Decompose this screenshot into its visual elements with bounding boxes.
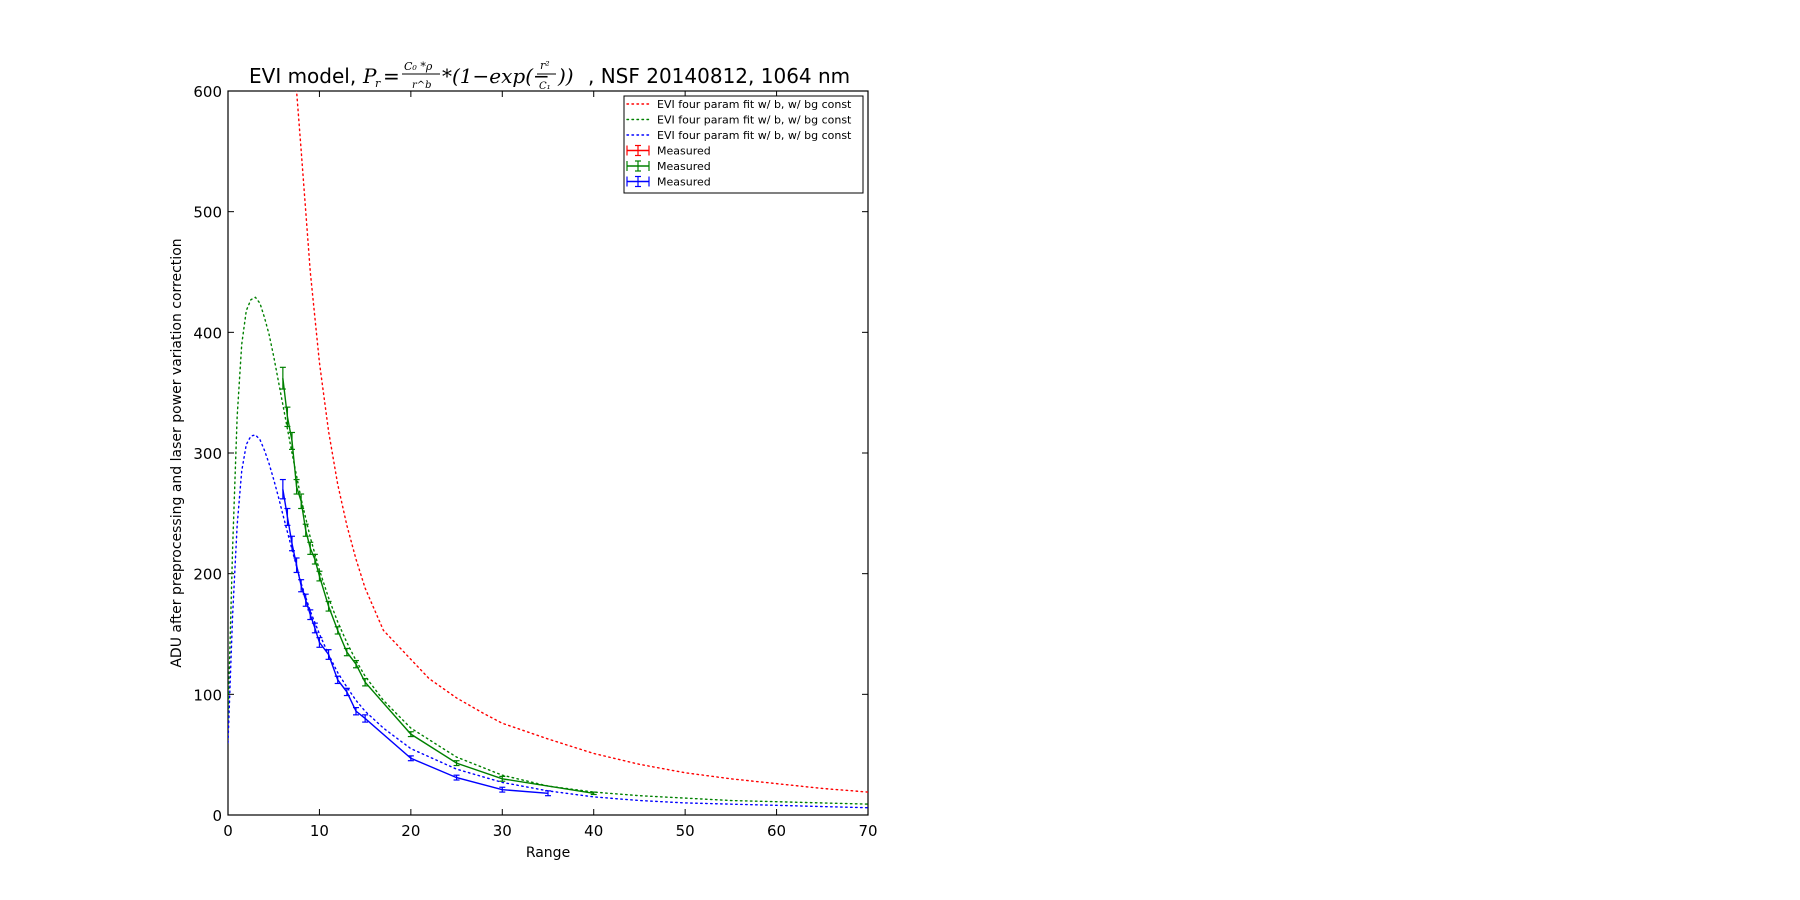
measured-line-series-2 — [282, 489, 549, 794]
measured-line-series-1 — [282, 378, 594, 794]
errorbar-point — [343, 647, 350, 657]
x-tick-label: 30 — [493, 822, 512, 840]
errorbar-point — [298, 579, 305, 593]
errorbar-point — [590, 791, 597, 796]
errorbar-point — [343, 687, 350, 697]
errorbar-point — [311, 553, 318, 565]
title-suffix: , NSF 20140812, 1064 nm — [588, 64, 850, 88]
title-prefix: EVI model, — [249, 64, 356, 88]
x-tick-label: 70 — [858, 822, 877, 840]
legend-label: Measured — [657, 160, 711, 173]
y-tick-label: 400 — [193, 324, 222, 342]
legend-item: EVI four param fit w/ b, w/ bg const — [626, 98, 852, 111]
legend: EVI four param fit w/ b, w/ bg const EVI … — [623, 95, 864, 194]
errorbar-point — [316, 570, 323, 582]
x-axis: 0 10 20 30 40 50 60 70 — [223, 91, 878, 840]
errorbar-point — [334, 675, 341, 685]
x-axis-label: Range — [526, 845, 570, 861]
x-tick-label: 60 — [767, 822, 786, 840]
errorbar-point — [289, 431, 295, 450]
y-axis-label: ADU after preprocessing and laser power … — [169, 238, 185, 667]
errorbar-point — [362, 714, 369, 723]
x-tick-label: 20 — [401, 822, 420, 840]
legend-label: EVI four param fit w/ b, w/ bg const — [657, 98, 852, 111]
errorbar-point — [453, 774, 460, 781]
fit-line-series-2 — [228, 434, 868, 809]
errorbar-point — [325, 649, 332, 660]
legend-item: EVI four param fit w/ b, w/ bg const — [626, 129, 852, 142]
y-tick-label: 200 — [193, 566, 222, 584]
errorbar-point — [298, 493, 305, 510]
legend-box — [623, 95, 864, 194]
legend-item: Measured — [626, 160, 711, 173]
x-tick-label: 50 — [676, 822, 695, 840]
title-formula-num: C₀ *ρ — [404, 60, 433, 73]
legend-item: Measured — [626, 176, 711, 189]
fit-line-series-1 — [228, 296, 868, 805]
title-formula-tail-b: )) — [557, 64, 574, 88]
y-tick-label: 500 — [193, 204, 222, 222]
errorbar-point — [453, 760, 460, 767]
y-tick-label: 300 — [193, 445, 222, 463]
errorbar-point — [293, 557, 300, 574]
errorbar-point — [499, 775, 506, 782]
errorbar-point — [316, 637, 323, 648]
legend-label: EVI four param fit w/ b, w/ bg const — [657, 129, 852, 142]
errorbar-point — [284, 406, 291, 428]
plot-area — [228, 91, 868, 809]
title-formula-tail-a: *(1−exp(− — [442, 64, 550, 88]
errorbar-point — [545, 790, 551, 797]
errorbar-point — [302, 593, 309, 607]
errorbar-point — [289, 535, 295, 552]
chart-title: EVI model, P r = C₀ *ρ r^b *(1−exp(− r² … — [249, 59, 850, 92]
legend-label: EVI four param fit w/ b, w/ bg const — [657, 114, 852, 127]
errorbar-point — [499, 786, 506, 793]
errorbar-point — [407, 755, 414, 762]
errorbar-point — [407, 731, 414, 738]
errorbar-point — [302, 523, 309, 537]
y-tick-label: 100 — [193, 686, 222, 704]
y-tick-label: 600 — [193, 83, 222, 101]
legend-item: EVI four param fit w/ b, w/ bg const — [626, 114, 852, 127]
title-formula-lhs: P — [362, 64, 377, 88]
errorbar-point — [279, 478, 286, 500]
errorbar-point — [353, 707, 359, 716]
errorbar-point — [311, 622, 318, 634]
legend-label: Measured — [657, 145, 711, 158]
fit-line-series-0 — [295, 91, 868, 793]
x-tick-label: 40 — [584, 822, 603, 840]
title-formula-den: r^b — [412, 80, 432, 91]
errorbar-point — [307, 609, 314, 621]
errorbar-point — [325, 600, 332, 612]
x-tick-label: 10 — [310, 822, 329, 840]
plot-frame — [227, 90, 869, 816]
errorbar-point — [284, 507, 291, 527]
y-tick-label: 0 — [212, 807, 222, 825]
legend-label: Measured — [657, 176, 711, 189]
title-formula-tail-num: r² — [540, 59, 550, 72]
legend-item: Measured — [626, 145, 711, 158]
errorbar-point — [353, 659, 359, 669]
errorbar-point — [279, 366, 286, 390]
title-equals: = — [383, 64, 400, 88]
errorbar-point — [334, 626, 341, 635]
title-formula-lhs-sub: r — [375, 77, 381, 90]
x-tick-label: 0 — [223, 822, 233, 840]
title-formula-tail-den: C₁ — [539, 81, 551, 92]
errorbar-point — [362, 678, 369, 687]
y-axis: 0 100 200 300 400 500 600 — [193, 83, 868, 825]
